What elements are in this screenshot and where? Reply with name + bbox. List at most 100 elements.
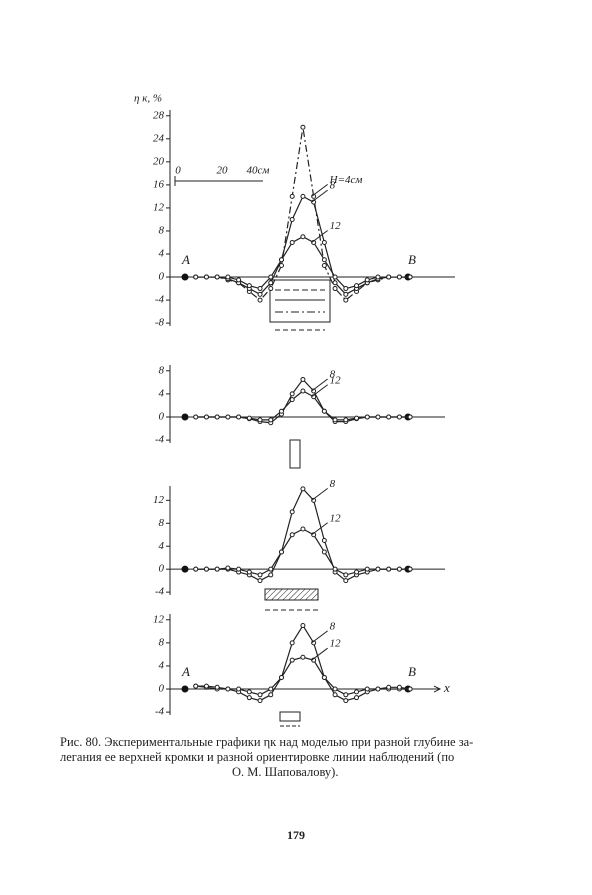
- data-point: [407, 686, 413, 692]
- point-label: A: [181, 252, 190, 267]
- page-number: 179: [287, 828, 305, 842]
- y-tick-label: 0: [159, 411, 165, 423]
- series-label: 12: [330, 512, 342, 524]
- data-point: [289, 216, 295, 222]
- data-point: [300, 388, 306, 394]
- point-label: A: [181, 664, 190, 679]
- data-point: [246, 569, 252, 575]
- station-point: [181, 685, 189, 693]
- data-point: [364, 686, 370, 692]
- y-tick-label: 24: [153, 132, 165, 144]
- y-tick-label: -8: [155, 317, 165, 329]
- data-point: [193, 274, 199, 280]
- data-point: [343, 698, 349, 704]
- series-label: 12: [330, 374, 342, 386]
- label-leader: [311, 487, 328, 501]
- x-axis-label: x: [443, 680, 450, 695]
- label-leader: [311, 183, 328, 197]
- data-point: [257, 291, 263, 297]
- label-leader: [311, 630, 328, 644]
- label-leader: [311, 647, 328, 661]
- data-point: [321, 263, 327, 269]
- label-leader: [311, 522, 328, 536]
- data-point: [343, 286, 349, 292]
- data-point: [257, 417, 263, 423]
- data-point: [354, 689, 360, 695]
- data-point: [193, 566, 199, 572]
- data-point: [343, 578, 349, 584]
- data-point: [300, 654, 306, 660]
- data-point: [257, 297, 263, 303]
- y-tick-label: 4: [159, 659, 165, 671]
- label-leader: [311, 189, 328, 203]
- series-label: 8: [330, 180, 336, 192]
- series-label: 12: [330, 638, 342, 650]
- data-point: [386, 566, 392, 572]
- data-point: [278, 549, 284, 555]
- data-point: [300, 526, 306, 532]
- y-tick-label: 8: [159, 636, 165, 648]
- data-point: [225, 565, 231, 571]
- data-point: [332, 692, 338, 698]
- data-point: [225, 414, 231, 420]
- data-point: [321, 674, 327, 680]
- data-point: [203, 274, 209, 280]
- y-tick-label: 8: [159, 364, 165, 376]
- data-point: [268, 692, 274, 698]
- data-point: [289, 509, 295, 515]
- scale-label: 40см: [247, 165, 270, 177]
- data-point: [396, 684, 402, 690]
- y-tick-label: 0: [159, 271, 165, 283]
- station-point: [181, 565, 189, 573]
- y-tick-label: 16: [153, 178, 165, 190]
- label-leader: [311, 230, 328, 243]
- data-point: [268, 280, 274, 286]
- data-point: [300, 234, 306, 240]
- data-point: [375, 566, 381, 572]
- y-tick-label: -4: [155, 294, 165, 306]
- data-point: [300, 623, 306, 629]
- data-point: [214, 566, 220, 572]
- data-point: [268, 417, 274, 423]
- series-label: 8: [330, 369, 336, 381]
- data-point: [214, 684, 220, 690]
- data-point: [300, 376, 306, 382]
- data-point: [321, 257, 327, 263]
- data-point: [300, 124, 306, 130]
- model-sketches: [264, 279, 331, 727]
- data-point: [246, 695, 252, 701]
- y-tick-label: 4: [159, 248, 165, 260]
- data-point: [257, 578, 263, 584]
- y-tick-label: 4: [159, 540, 165, 552]
- data-point: [407, 274, 413, 280]
- y-tick-label: 12: [153, 201, 165, 213]
- data-point: [257, 572, 263, 578]
- data-point: [300, 486, 306, 492]
- data-point: [203, 566, 209, 572]
- data-point: [214, 274, 220, 280]
- data-point: [343, 417, 349, 423]
- data-point: [354, 415, 360, 421]
- data-point: [332, 417, 338, 423]
- data-point: [246, 415, 252, 421]
- data-point: [268, 274, 274, 280]
- series-label: 12: [330, 220, 342, 232]
- scale-label: 20: [217, 165, 229, 177]
- data-point: [236, 414, 242, 420]
- label-leader: [311, 384, 328, 398]
- data-point: [193, 683, 199, 689]
- data-point: [246, 689, 252, 695]
- data-point: [268, 686, 274, 692]
- station-point: [181, 273, 189, 281]
- y-tick-label: -4: [155, 586, 165, 598]
- data-point: [386, 414, 392, 420]
- data-point: [300, 193, 306, 199]
- data-point: [225, 274, 231, 280]
- data-point: [236, 686, 242, 692]
- data-point: [289, 657, 295, 663]
- data-point: [278, 408, 284, 414]
- data-point: [321, 549, 327, 555]
- data-point: [354, 695, 360, 701]
- data-point: [332, 274, 338, 280]
